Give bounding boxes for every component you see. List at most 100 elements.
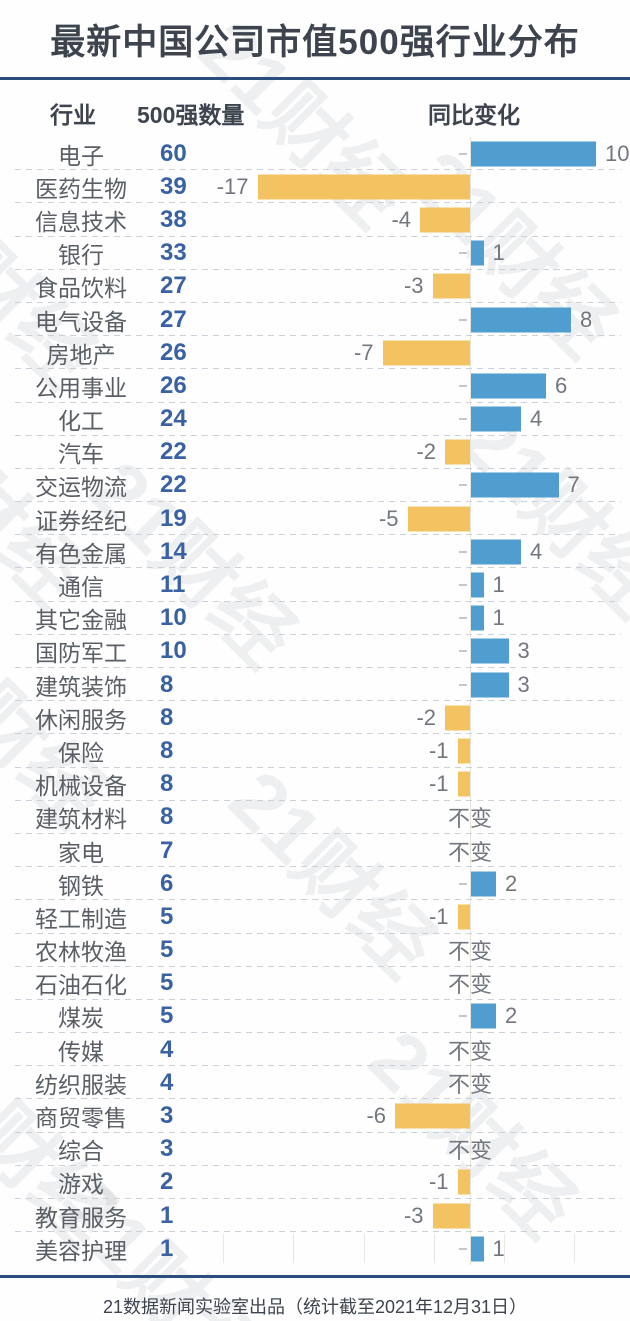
- chart-row: 农林牧渔 5 不变: [0, 934, 630, 967]
- row-separator: [15, 235, 621, 237]
- count-value: 27: [160, 305, 187, 333]
- count-value: 5: [160, 936, 174, 964]
- industry-label: 综合: [58, 1138, 104, 1165]
- row-separator: [15, 1032, 621, 1034]
- gridline-stub: [293, 1234, 294, 1264]
- footer-credit: 21数据新闻实验室出品（统计截至2021年12月31日）: [0, 1275, 630, 1319]
- gridline-stub: [434, 1234, 435, 1264]
- count-value: 5: [160, 1002, 174, 1030]
- row-separator: [15, 965, 621, 967]
- row-separator: [15, 202, 621, 204]
- chart-row: 家电 7 不变: [0, 834, 630, 868]
- industry-label: 电气设备: [35, 308, 127, 335]
- count-value: 7: [160, 836, 174, 864]
- no-change-label: 不变: [447, 1038, 492, 1064]
- industry-label: 传媒: [58, 1038, 104, 1065]
- decrease-bar: [420, 207, 470, 233]
- industry-label: 有色金属: [35, 540, 127, 567]
- change-value-label: 2: [505, 870, 518, 896]
- chart-row: 电气设备 27 8: [0, 303, 630, 337]
- increase-bar: [471, 240, 484, 266]
- change-value-label: 1: [492, 240, 505, 266]
- chart-row: 信息技术 38 -4: [0, 203, 630, 237]
- count-value: 2: [160, 1168, 174, 1196]
- column-header-industry: 行业: [50, 102, 96, 128]
- change-value-label: 2: [505, 1003, 518, 1029]
- change-value-label: 10: [605, 140, 630, 166]
- count-value: 8: [160, 703, 174, 731]
- change-value-label: -1: [428, 903, 449, 929]
- row-separator: [15, 667, 621, 668]
- axis-tick: [459, 418, 467, 421]
- change-value-label: 3: [517, 671, 530, 697]
- decrease-bar: [382, 340, 470, 366]
- decrease-bar: [457, 738, 470, 764]
- industry-label: 其它金融: [35, 607, 127, 634]
- count-value: 3: [160, 1135, 174, 1163]
- change-value-label: 8: [580, 306, 593, 332]
- count-value: 1: [160, 1201, 174, 1229]
- axis-tick: [459, 882, 467, 885]
- industry-label: 信息技术: [35, 208, 127, 235]
- increase-bar: [471, 605, 484, 631]
- zero-axis-line: [470, 137, 471, 1266]
- increase-bar: [471, 406, 521, 432]
- industry-label: 建筑装饰: [35, 673, 127, 700]
- decrease-bar: [457, 904, 470, 930]
- row-separator: [15, 401, 621, 403]
- industry-label: 交运物流: [35, 474, 127, 501]
- row-separator: [15, 1164, 621, 1166]
- change-value-label: 4: [530, 538, 543, 564]
- chart-row: 休闲服务 8 -2: [0, 701, 630, 735]
- row-separator: [15, 467, 621, 469]
- no-change-label: 不变: [447, 1138, 492, 1164]
- count-value: 6: [160, 869, 174, 897]
- industry-label: 教育服务: [35, 1204, 127, 1231]
- industry-label: 纺织服装: [35, 1071, 127, 1098]
- count-value: 22: [160, 471, 187, 499]
- decrease-bar: [407, 506, 470, 532]
- chart-row: 煤炭 5 2: [0, 1000, 630, 1034]
- decrease-bar: [457, 1169, 470, 1195]
- row-separator: [15, 633, 621, 635]
- chart-row: 汽车 22 -2: [0, 436, 630, 469]
- chart-row: 综合 3 不变: [0, 1133, 630, 1166]
- row-separator: [15, 932, 621, 934]
- chart-row: 通信 11 1: [0, 568, 630, 602]
- count-value: 4: [160, 1068, 174, 1096]
- count-value: 11: [160, 571, 186, 599]
- industry-label: 通信: [58, 574, 104, 601]
- industry-label: 国防军工: [35, 640, 127, 667]
- decrease-bar: [445, 439, 470, 465]
- increase-bar: [471, 141, 596, 167]
- industry-label: 休闲服务: [35, 706, 127, 733]
- count-value: 5: [160, 969, 174, 997]
- count-value: 14: [160, 537, 187, 565]
- change-value-label: -3: [403, 1202, 424, 1228]
- chart-row: 轻工制造 5 -1: [0, 900, 630, 934]
- count-value: 60: [160, 139, 187, 167]
- row-separator: [15, 766, 621, 768]
- industry-label: 游戏: [58, 1171, 104, 1198]
- axis-tick: [459, 152, 467, 155]
- industry-label: 房地产: [46, 341, 116, 368]
- row-separator: [15, 998, 621, 1000]
- row-separator: [15, 799, 621, 801]
- row-separator: [15, 600, 621, 602]
- row-separator: [15, 169, 621, 171]
- industry-label: 煤炭: [58, 1005, 104, 1032]
- gridline-stub: [364, 1234, 365, 1264]
- row-separator: [15, 1231, 621, 1233]
- axis-tick: [459, 1015, 467, 1018]
- no-change-label: 不变: [447, 939, 492, 965]
- change-value-label: -2: [416, 439, 436, 465]
- gridline-stub: [223, 1234, 224, 1264]
- chart-row: 美容护理 1 1: [0, 1232, 630, 1265]
- row-separator: [15, 1065, 621, 1067]
- count-value: 10: [160, 637, 187, 665]
- column-header-change: 同比变化: [428, 102, 520, 128]
- industry-label: 轻工制造: [35, 905, 127, 932]
- row-separator: [15, 866, 621, 868]
